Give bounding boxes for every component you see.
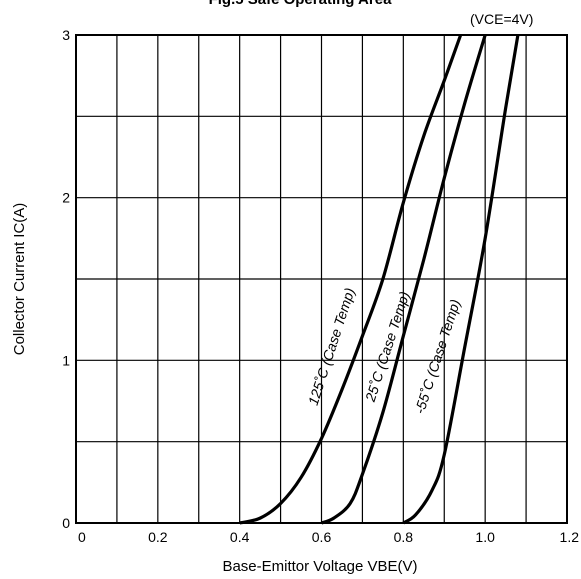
curve-label-25c: 25˚C (Case Temp): [362, 289, 413, 404]
y-tick-label: 1: [62, 352, 70, 368]
chart-title: Fig.5 Safe Operating Area: [209, 0, 392, 8]
series-line-1: [320, 34, 487, 525]
y-tick-label: 3: [62, 27, 70, 43]
x-tick-label: 0.4: [230, 529, 250, 545]
series-line-2: [402, 34, 520, 525]
y-axis-label: Collector Current IC(A): [11, 203, 28, 356]
x-tick-label: 0.2: [148, 529, 168, 545]
tick-layer: 0 0.2 0.4 0.6 0.8 1.0 1.2 0 1 2 3: [62, 27, 579, 545]
y-tick-label: 0: [62, 515, 70, 531]
x-tick-label: 0.6: [312, 529, 332, 545]
series-layer: [239, 34, 520, 525]
x-axis-label: Base-Emittor Voltage VBE(V): [222, 558, 417, 575]
x-tick-label: 0: [78, 529, 86, 545]
x-tick-label: 0.8: [394, 529, 414, 545]
y-tick-label: 2: [62, 190, 70, 206]
grid: [76, 35, 567, 523]
series-line-0: [239, 34, 463, 525]
condition-label: (VCE=4V): [470, 11, 533, 27]
curve-label-125c: 125˚C (Case Temp): [305, 286, 358, 407]
x-tick-label: 1.2: [560, 529, 580, 545]
x-tick-label: 1.0: [475, 529, 495, 545]
